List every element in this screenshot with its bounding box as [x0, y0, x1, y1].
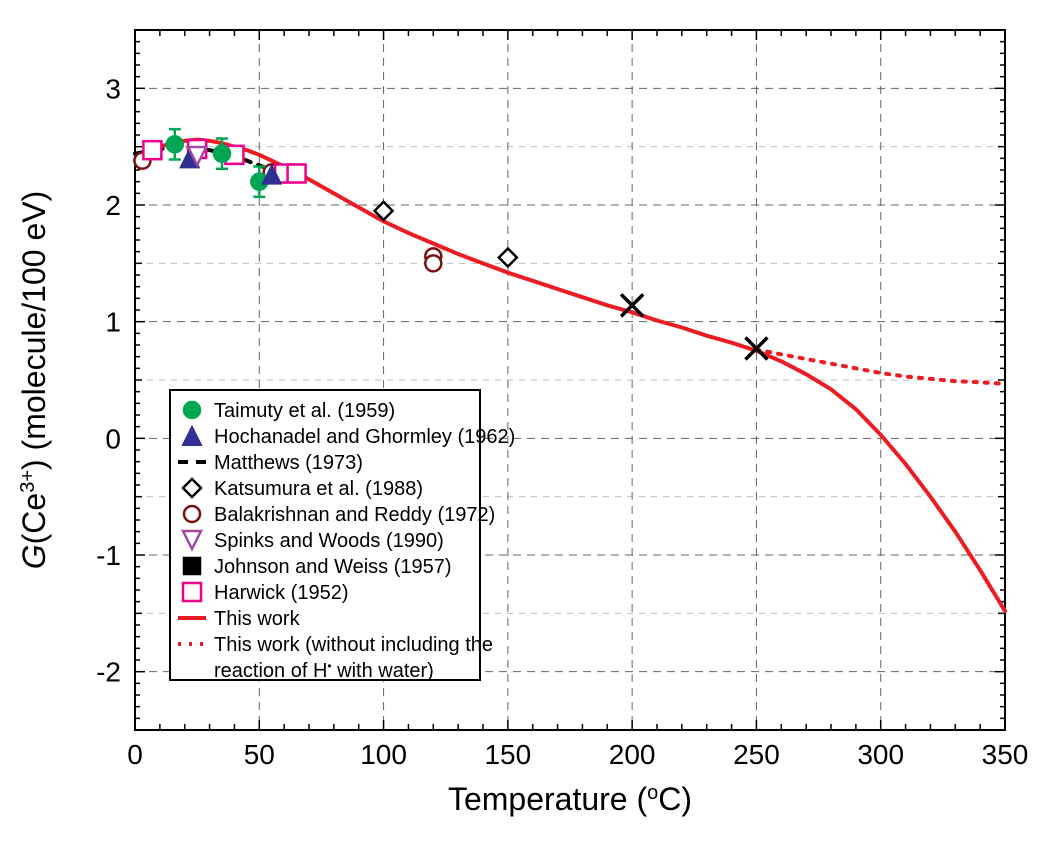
svg-text:150: 150	[484, 739, 531, 770]
svg-text:Matthews (1973): Matthews (1973)	[214, 452, 363, 474]
svg-text:250: 250	[733, 739, 780, 770]
chart-svg: 050100150200250300350-2-10123Temperature…	[0, 0, 1046, 860]
svg-text:This work: This work	[214, 608, 301, 630]
svg-text:350: 350	[982, 739, 1029, 770]
svg-text:3: 3	[105, 73, 121, 104]
svg-text:300: 300	[857, 739, 904, 770]
svg-text:Balakrishnan and Reddy (1972): Balakrishnan and Reddy (1972)	[214, 504, 495, 526]
svg-text:Spinks and Woods (1990): Spinks and Woods (1990)	[214, 530, 444, 552]
svg-text:1: 1	[105, 307, 121, 338]
chart-container: 050100150200250300350-2-10123Temperature…	[0, 0, 1046, 860]
svg-text:0: 0	[127, 739, 143, 770]
svg-text:reaction of H• with water): reaction of H• with water)	[214, 659, 434, 682]
svg-text:G(Ce3+) (molecule/100 eV): G(Ce3+) (molecule/100 eV)	[16, 191, 52, 570]
svg-text:Harwick (1952): Harwick (1952)	[214, 582, 348, 604]
svg-text:200: 200	[609, 739, 656, 770]
svg-text:Hochanadel and Ghormley (1962): Hochanadel and Ghormley (1962)	[214, 426, 515, 448]
svg-text:Johnson and Weiss (1957): Johnson and Weiss (1957)	[214, 556, 452, 578]
svg-text:Katsumura et al. (1988): Katsumura et al. (1988)	[214, 478, 423, 500]
svg-text:100: 100	[360, 739, 407, 770]
svg-text:50: 50	[244, 739, 275, 770]
svg-text:-1: -1	[96, 540, 121, 571]
svg-text:This work (without including t: This work (without including the	[214, 634, 493, 656]
svg-text:-2: -2	[96, 657, 121, 688]
svg-text:0: 0	[105, 423, 121, 454]
svg-text:Taimuty et al. (1959): Taimuty et al. (1959)	[214, 400, 395, 422]
svg-text:2: 2	[105, 190, 121, 221]
